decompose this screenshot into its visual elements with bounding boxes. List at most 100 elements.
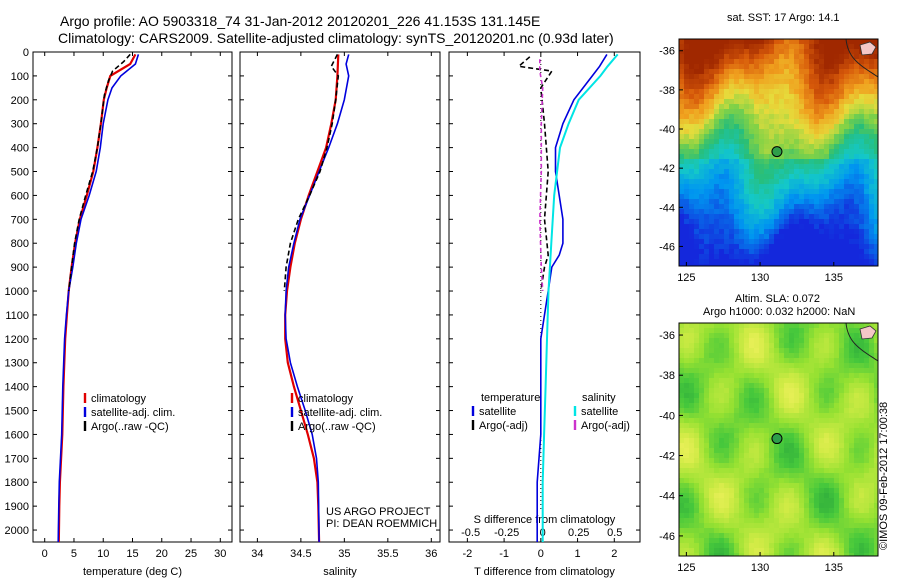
map-cell bbox=[704, 99, 709, 104]
map-cell bbox=[769, 164, 774, 169]
map-cell bbox=[699, 239, 704, 244]
map-cell bbox=[774, 538, 779, 543]
map-cell bbox=[819, 189, 824, 194]
map-cell bbox=[779, 518, 784, 523]
map-cell bbox=[734, 403, 739, 408]
map-cell bbox=[874, 229, 878, 234]
map-cell bbox=[864, 129, 869, 134]
map-cell bbox=[704, 413, 709, 418]
map-cell bbox=[849, 393, 854, 398]
map-cell bbox=[804, 74, 809, 79]
map-cell bbox=[744, 89, 749, 94]
map-cell bbox=[679, 114, 684, 119]
map-cell bbox=[774, 159, 779, 164]
map-cell bbox=[819, 74, 824, 79]
map-cell bbox=[724, 428, 729, 433]
map-cell bbox=[864, 109, 869, 114]
map-cell bbox=[684, 478, 689, 483]
map-cell bbox=[799, 139, 804, 144]
map-cell bbox=[789, 69, 794, 74]
map-cell bbox=[759, 443, 764, 448]
map-cell bbox=[859, 214, 864, 219]
map-cell bbox=[709, 493, 714, 498]
map-cell bbox=[874, 139, 878, 144]
map-cell bbox=[744, 244, 749, 249]
map-cell bbox=[784, 433, 789, 438]
map-cell bbox=[749, 428, 754, 433]
map-cell bbox=[774, 164, 779, 169]
map-cell bbox=[854, 388, 859, 393]
map-cell bbox=[704, 54, 709, 59]
map-cell bbox=[684, 373, 689, 378]
map-cell bbox=[869, 234, 874, 239]
map-cell bbox=[799, 209, 804, 214]
map-cell bbox=[874, 493, 878, 498]
map-cell bbox=[714, 413, 719, 418]
map-cell bbox=[714, 518, 719, 523]
map-cell bbox=[744, 114, 749, 119]
map-cell bbox=[754, 383, 759, 388]
map-cell bbox=[854, 433, 859, 438]
map-cell bbox=[824, 328, 829, 333]
map-cell bbox=[704, 149, 709, 154]
map-cell bbox=[739, 338, 744, 343]
map-cell bbox=[744, 159, 749, 164]
map-cell bbox=[719, 89, 724, 94]
depth-tick-label: 1800 bbox=[5, 477, 29, 489]
map-cell bbox=[794, 114, 799, 119]
map-cell bbox=[859, 64, 864, 69]
map-cell bbox=[839, 119, 844, 124]
map-cell bbox=[729, 508, 734, 513]
map-cell bbox=[839, 533, 844, 538]
map-cell bbox=[814, 134, 819, 139]
map-cell bbox=[784, 468, 789, 473]
map-cell bbox=[849, 194, 854, 199]
map-cell bbox=[689, 39, 694, 44]
map-cell bbox=[864, 229, 869, 234]
map-cell bbox=[684, 79, 689, 84]
map-cell bbox=[814, 189, 819, 194]
map-cell bbox=[694, 483, 699, 488]
series-line-2 bbox=[57, 54, 140, 543]
map-cell bbox=[684, 403, 689, 408]
map-cell bbox=[749, 453, 754, 458]
map-cell bbox=[739, 548, 744, 553]
map-cell bbox=[809, 418, 814, 423]
map-cell bbox=[789, 164, 794, 169]
map-cell bbox=[839, 174, 844, 179]
map-cell bbox=[729, 59, 734, 64]
map-cell bbox=[869, 179, 874, 184]
map-cell bbox=[854, 423, 859, 428]
map-cell bbox=[774, 453, 779, 458]
map-cell bbox=[819, 478, 824, 483]
map-cell bbox=[769, 378, 774, 383]
map-cell bbox=[729, 214, 734, 219]
map-cell bbox=[729, 199, 734, 204]
map-cell bbox=[729, 209, 734, 214]
map-cell bbox=[804, 239, 809, 244]
map-cell bbox=[689, 468, 694, 473]
map-cell bbox=[774, 219, 779, 224]
map-cell bbox=[814, 259, 819, 264]
map-cell bbox=[709, 229, 714, 234]
map-cell bbox=[844, 408, 849, 413]
map-cell bbox=[819, 44, 824, 49]
map-cell bbox=[854, 49, 859, 54]
map-cell bbox=[869, 204, 874, 209]
map-cell bbox=[739, 54, 744, 59]
map-cell bbox=[859, 553, 864, 556]
map-cell bbox=[749, 383, 754, 388]
map-cell bbox=[869, 104, 874, 109]
map-cell bbox=[779, 179, 784, 184]
map-cell bbox=[724, 244, 729, 249]
map-cell bbox=[874, 358, 878, 363]
map-cell bbox=[804, 184, 809, 189]
map-cell bbox=[869, 139, 874, 144]
map-cell bbox=[679, 254, 684, 259]
map-cell bbox=[724, 473, 729, 478]
map-cell bbox=[744, 224, 749, 229]
map-cell bbox=[829, 408, 834, 413]
map-cell bbox=[769, 323, 774, 328]
map-cell bbox=[839, 348, 844, 353]
map-cell bbox=[864, 343, 869, 348]
